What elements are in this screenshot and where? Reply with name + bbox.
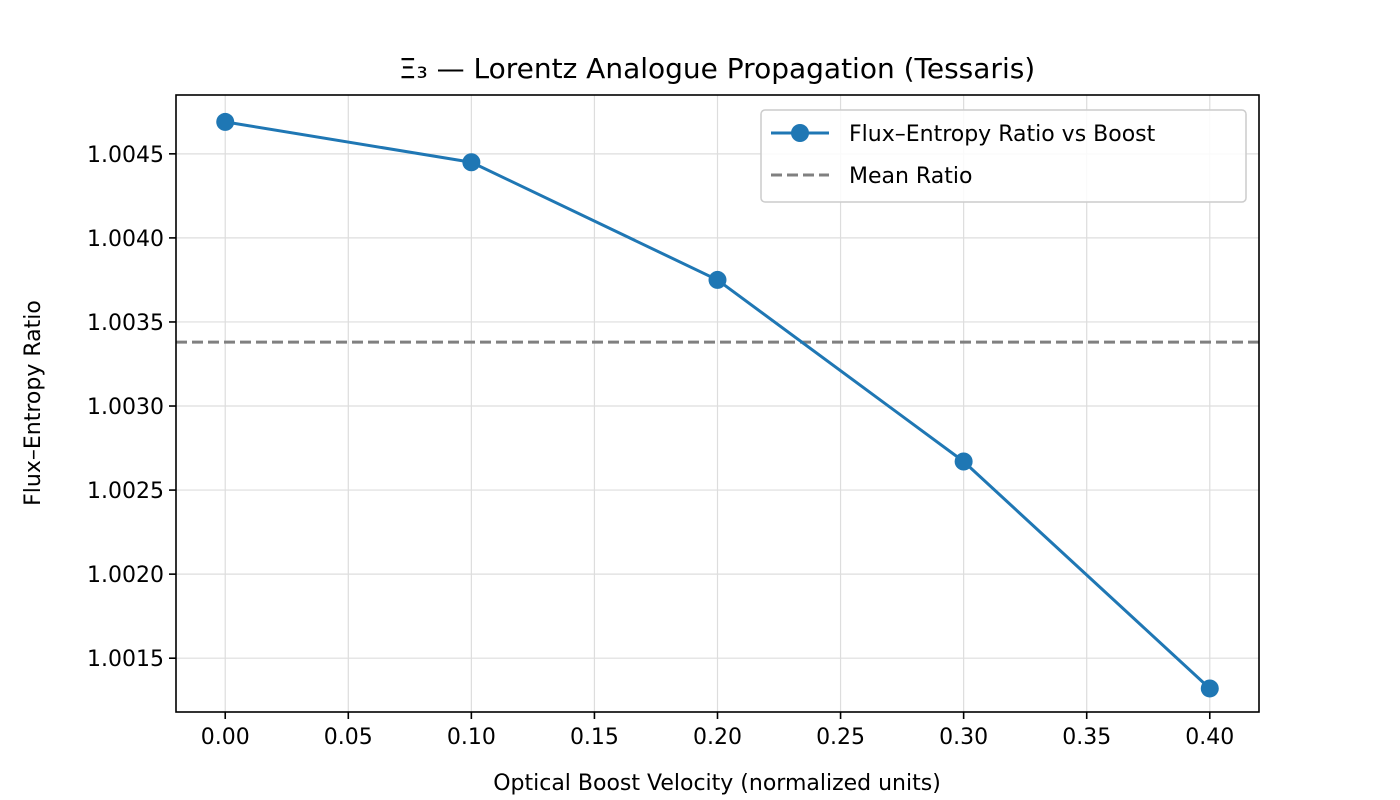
legend-box xyxy=(760,109,1247,203)
y-tick-label: 1.0035 xyxy=(87,311,164,336)
legend: Flux–Entropy Ratio vs Boost Mean Ratio xyxy=(760,109,1247,203)
legend-series-marker xyxy=(791,124,809,142)
data-series xyxy=(216,112,1219,698)
legend-mean-label: Mean Ratio xyxy=(849,164,972,189)
x-tick-label: 0.40 xyxy=(1185,725,1234,750)
x-tick-label: 0.15 xyxy=(570,725,619,750)
x-tick-label: 0.25 xyxy=(816,725,865,750)
x-axis-ticks: 0.00 0.05 0.10 0.15 0.20 0.25 0.30 0.35 0.40 xyxy=(201,712,1234,750)
x-tick-label: 0.35 xyxy=(1062,725,1111,750)
chart-title: Ξ₃ — Lorentz Analogue Propagation (Tessa… xyxy=(399,52,1035,85)
x-tick-label: 0.20 xyxy=(693,725,742,750)
y-tick-label: 1.0025 xyxy=(87,479,164,504)
y-axis-label: Flux–Entropy Ratio xyxy=(21,300,46,506)
y-tick-label: 1.0030 xyxy=(87,395,164,420)
x-axis-label: Optical Boost Velocity (normalized units… xyxy=(493,771,941,796)
data-point xyxy=(708,270,727,289)
x-tick-label: 0.30 xyxy=(939,725,988,750)
y-tick-label: 1.0040 xyxy=(87,227,164,252)
legend-series-label: Flux–Entropy Ratio vs Boost xyxy=(849,122,1156,147)
data-point xyxy=(462,153,481,172)
x-tick-label: 0.05 xyxy=(324,725,373,750)
y-axis-ticks: 1.0015 1.0020 1.0025 1.0030 1.0035 1.0040 1.00… xyxy=(87,143,176,672)
data-point xyxy=(1200,679,1219,698)
data-point xyxy=(954,452,973,471)
x-tick-label: 0.10 xyxy=(447,725,496,750)
y-tick-label: 1.0045 xyxy=(87,143,164,168)
y-tick-label: 1.0015 xyxy=(87,647,164,672)
x-tick-label: 0.00 xyxy=(201,725,250,750)
data-point xyxy=(216,112,235,131)
y-tick-label: 1.0020 xyxy=(87,563,164,588)
